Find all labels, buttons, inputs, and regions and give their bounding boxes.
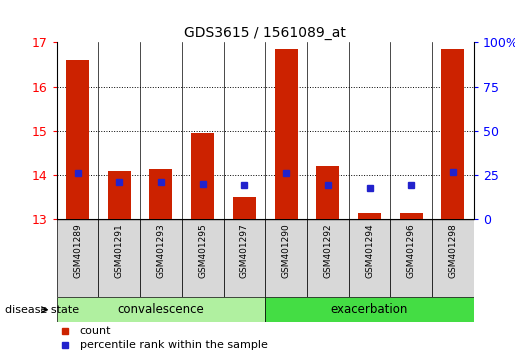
Bar	[349, 219, 390, 297]
Bar	[108, 171, 131, 219]
Text: disease state: disease state	[5, 305, 79, 315]
Bar	[149, 169, 173, 219]
Text: percentile rank within the sample: percentile rank within the sample	[80, 340, 267, 350]
Text: GSM401289: GSM401289	[73, 223, 82, 278]
Bar	[307, 219, 349, 297]
Bar	[316, 166, 339, 219]
Bar	[191, 133, 214, 219]
Text: exacerbation: exacerbation	[331, 303, 408, 316]
Text: GSM401297: GSM401297	[240, 223, 249, 278]
Text: GSM401290: GSM401290	[282, 223, 290, 278]
Bar	[400, 213, 423, 219]
Bar	[441, 49, 465, 219]
Text: GSM401298: GSM401298	[449, 223, 457, 278]
Text: convalescence: convalescence	[117, 303, 204, 316]
Bar	[66, 60, 89, 219]
Text: GSM401296: GSM401296	[407, 223, 416, 278]
Bar	[265, 297, 474, 322]
Text: GSM401292: GSM401292	[323, 223, 332, 278]
Bar	[98, 219, 140, 297]
Text: count: count	[80, 326, 111, 336]
Title: GDS3615 / 1561089_at: GDS3615 / 1561089_at	[184, 26, 346, 40]
Text: GSM401293: GSM401293	[157, 223, 165, 278]
Text: GSM401291: GSM401291	[115, 223, 124, 278]
Bar	[224, 219, 265, 297]
Bar	[57, 297, 265, 322]
Bar	[182, 219, 224, 297]
Text: GSM401294: GSM401294	[365, 223, 374, 278]
Bar	[265, 219, 307, 297]
Bar	[432, 219, 474, 297]
Bar	[358, 213, 381, 219]
Bar	[233, 198, 256, 219]
Text: GSM401295: GSM401295	[198, 223, 207, 278]
Bar	[57, 219, 98, 297]
Bar	[140, 219, 182, 297]
Bar	[390, 219, 432, 297]
Bar	[274, 49, 298, 219]
